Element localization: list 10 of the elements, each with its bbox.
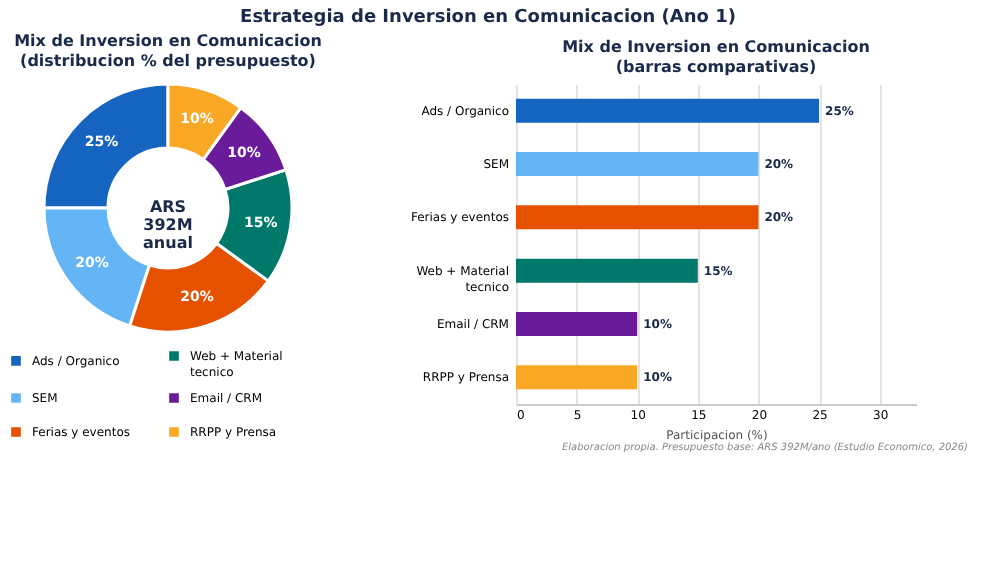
- bar: [516, 312, 638, 336]
- bar: [516, 205, 759, 230]
- bar: [516, 258, 698, 283]
- bar: [516, 152, 759, 176]
- bar: [516, 98, 820, 123]
- text: ARS 392M anual: [143, 198, 194, 252]
- chart-title: Mix de Inversion en Comunicacion (barras comparativas): [562, 38, 871, 76]
- text: Estrategia de Inversion en Comunicacion (Ano 1): [240, 8, 736, 28]
- bar: [516, 365, 638, 390]
- chart-title: Mix de Inversion en Comunicacion (distribucion % del presupuesto): [14, 32, 323, 70]
